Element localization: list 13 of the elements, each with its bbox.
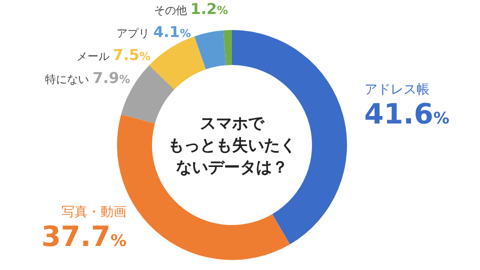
slice-label: アドレス帳: [364, 82, 430, 98]
data-label: 41.6%: [364, 97, 450, 130]
slice-label: その他: [154, 4, 190, 17]
data-label: 1.2%: [190, 0, 228, 18]
slice-label: 特にない: [45, 73, 93, 86]
slice-label: アプリ: [116, 27, 154, 40]
data-label: 7.9%: [92, 69, 130, 87]
text: スマホでもっとも失いたくないデータは？: [168, 114, 296, 176]
slice-label: 写真・動画: [62, 205, 127, 220]
data-label: 7.5%: [112, 46, 151, 64]
slice-label: メール: [76, 50, 113, 63]
data-label: 37.7%: [41, 220, 127, 253]
data-label: 4.1%: [153, 23, 191, 41]
